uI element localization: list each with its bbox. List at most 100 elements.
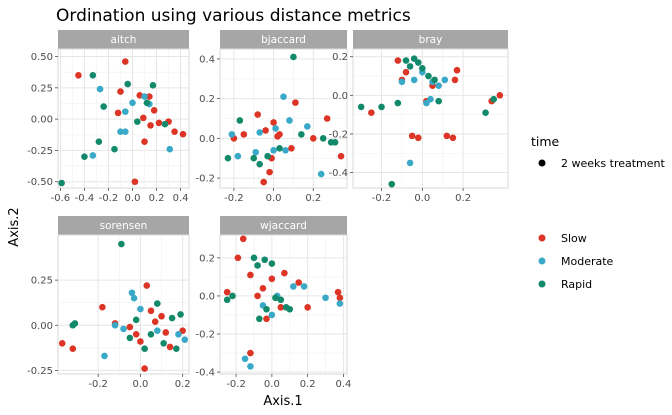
data-point-rapid <box>276 144 283 152</box>
data-point-rapid <box>173 345 180 353</box>
data-point-slow <box>240 131 248 138</box>
data-point-rapid <box>177 311 184 318</box>
data-point-rapid <box>425 72 432 80</box>
data-point-rapid <box>286 305 294 313</box>
data-point-rapid <box>256 315 263 323</box>
x-tick-label: 0.2 <box>455 193 471 204</box>
x-tick-label: 0.0 <box>125 193 141 204</box>
data-point-rapid <box>141 345 148 353</box>
data-point-rapid <box>331 139 339 146</box>
data-point-moderate <box>304 123 311 130</box>
data-point-moderate <box>111 321 119 329</box>
x-tick-label: 0.4 <box>173 193 189 204</box>
data-point-moderate <box>120 325 127 333</box>
data-point-rapid <box>81 153 88 160</box>
data-point-rapid <box>71 320 79 327</box>
data-point-rapid <box>89 71 97 79</box>
data-point-moderate <box>272 125 279 132</box>
data-point-moderate <box>256 129 263 136</box>
chart-title: Ordination using various distance metric… <box>56 6 411 26</box>
strip-label: wjaccard <box>260 220 307 232</box>
strip-label: sorensen <box>100 220 148 232</box>
data-point-slow <box>122 58 129 65</box>
data-point-slow <box>443 132 451 140</box>
data-point-slow <box>281 269 288 277</box>
facet-panels: aitch -0.6 -0.4 -0.2 0.0 0.2 0.4 0.50 0.25 0.00 -0… <box>27 30 509 390</box>
data-point-slow <box>451 76 459 84</box>
data-point-slow <box>334 288 342 296</box>
data-point-slow <box>260 178 267 186</box>
data-point-rapid <box>431 76 438 84</box>
data-point-moderate <box>154 327 161 334</box>
y-tick-label: -0.4 <box>328 168 348 179</box>
data-point-rapid <box>378 103 385 111</box>
data-point-slow <box>394 57 402 64</box>
x-tick-label: -0.4 <box>75 193 95 204</box>
data-point-slow <box>150 107 158 114</box>
panel-wjaccard: wjaccard -0.2 0.0 0.2 0.4 0.2 0.0 -0.2 -0.4 <box>195 216 351 390</box>
data-point-slow <box>132 330 140 338</box>
data-point-moderate <box>128 289 136 297</box>
data-point-moderate <box>175 330 182 338</box>
data-point-moderate <box>268 311 276 319</box>
legend-color-label: Slow <box>561 232 587 245</box>
y-tick-label: 0.00 <box>31 115 53 126</box>
data-point-moderate <box>247 363 254 370</box>
data-point-rapid <box>298 131 305 138</box>
data-point-rapid <box>168 314 176 322</box>
data-point-moderate <box>398 78 406 86</box>
data-point-rapid <box>149 82 157 89</box>
strip-label: bjaccard <box>261 34 306 46</box>
y-axis-title: Axis.2 <box>7 207 22 246</box>
data-point-rapid <box>124 80 132 88</box>
y-tick-label: -0.25 <box>27 146 53 157</box>
data-point-slow <box>234 254 242 262</box>
data-point-slow <box>270 119 277 126</box>
x-tick-label: -0.2 <box>372 193 392 204</box>
strip-background <box>58 216 189 235</box>
legend-color-keys: Slow Moderate Rapid <box>538 232 614 291</box>
y-tick-label: 0.00 <box>31 321 53 332</box>
y-tick-label: 0.0 <box>199 134 215 145</box>
y-tick-label: 0.2 <box>199 94 215 105</box>
y-tick-label: 0.2 <box>199 253 215 264</box>
data-point-rapid <box>261 256 269 264</box>
data-point-moderate <box>141 93 148 100</box>
data-point-slow <box>58 340 66 347</box>
data-point-moderate <box>228 131 236 138</box>
x-tick-label: 0.0 <box>266 193 282 204</box>
x-tick-label: 0.2 <box>149 193 165 204</box>
data-point-moderate <box>101 352 108 360</box>
data-point-moderate <box>290 283 297 290</box>
data-point-rapid <box>254 262 261 269</box>
data-point-rapid <box>290 53 297 61</box>
x-tick-label: 0.0 <box>414 193 430 204</box>
data-point-moderate <box>270 146 277 154</box>
data-point-slow <box>288 144 295 152</box>
data-point-slow <box>266 168 273 176</box>
data-point-rapid <box>272 294 279 302</box>
data-point-slow <box>496 92 504 99</box>
data-point-slow <box>147 307 155 315</box>
data-point-slow <box>247 271 254 279</box>
data-point-moderate <box>129 99 136 107</box>
data-point-rapid <box>419 65 426 72</box>
x-tick-label: 0.0 <box>132 379 148 390</box>
y-tick-label: -0.4 <box>195 368 215 379</box>
data-point-moderate <box>286 117 293 124</box>
legend: time 2 weeks treatment Slow Moderate Rapid <box>531 134 665 291</box>
y-tick-label: 0.0 <box>199 291 215 302</box>
data-point-slow <box>263 315 270 323</box>
data-point-slow <box>295 279 303 286</box>
data-point-rapid <box>482 109 489 117</box>
y-tick-label: -0.25 <box>27 366 53 377</box>
data-point-slow <box>179 130 187 138</box>
data-point-slow <box>453 66 461 74</box>
data-point-slow <box>247 349 254 357</box>
data-point-rapid <box>229 292 236 300</box>
data-point-rapid <box>435 97 442 105</box>
data-point-moderate <box>406 159 414 167</box>
strip-background <box>58 30 189 49</box>
x-tick-label: -0.2 <box>99 193 119 204</box>
